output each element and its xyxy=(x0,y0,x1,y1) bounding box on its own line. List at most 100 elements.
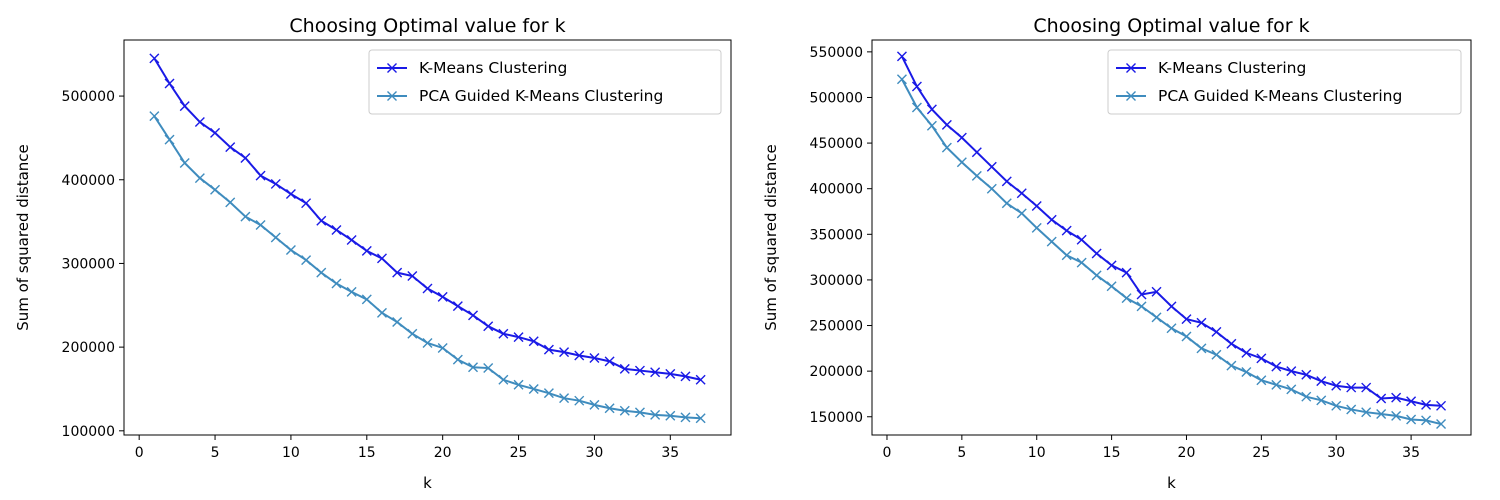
data-point-marker xyxy=(407,328,418,339)
data-point-marker xyxy=(1331,400,1342,411)
data-point-marker xyxy=(1286,366,1297,377)
series-line-pca-kmeans xyxy=(153,115,701,420)
data-point-marker xyxy=(255,219,266,230)
x-tick-label: 5 xyxy=(957,445,966,461)
data-point-marker xyxy=(1271,379,1282,390)
data-point-marker xyxy=(1196,317,1207,328)
data-point-marker xyxy=(392,267,403,278)
data-point-marker xyxy=(956,157,967,168)
data-point-marker xyxy=(1001,176,1012,187)
data-point-marker xyxy=(1406,396,1417,407)
legend-entry-label: K-Means Clustering xyxy=(419,59,567,77)
y-axis-label: Sum of squared distance xyxy=(762,144,780,331)
data-point-marker xyxy=(941,142,952,153)
legend-marker-swatch xyxy=(1126,63,1136,73)
chart-right: Choosing Optimal value for k 0 5 10 15 20 25 30… xyxy=(762,15,1472,492)
y-tick-label: 400000 xyxy=(810,182,863,198)
data-point-marker xyxy=(634,365,645,376)
data-point-marker xyxy=(346,235,357,246)
data-point-marker xyxy=(986,183,997,194)
data-point-marker xyxy=(1331,380,1342,391)
data-point-marker xyxy=(589,399,600,410)
data-point-marker xyxy=(1226,338,1237,349)
data-point-marker xyxy=(695,374,706,385)
data-point-marker xyxy=(1241,367,1252,378)
y-tick-label: 100000 xyxy=(62,424,115,440)
data-point-marker xyxy=(1166,323,1177,334)
data-point-marker xyxy=(941,119,952,130)
data-point-marker xyxy=(1376,409,1387,420)
data-point-marker xyxy=(240,211,251,222)
data-point-marker xyxy=(604,356,615,367)
data-point-marker xyxy=(956,132,967,143)
x-tick-label: 30 xyxy=(586,445,604,461)
data-point-marker xyxy=(634,407,645,418)
data-point-marker xyxy=(1256,375,1267,386)
data-point-marker xyxy=(971,147,982,158)
data-point-marker xyxy=(1301,391,1312,402)
data-point-marker xyxy=(543,344,554,355)
data-point-marker xyxy=(1271,361,1282,372)
y-axis-label: Sum of squared distance xyxy=(14,144,32,331)
data-point-marker xyxy=(1196,343,1207,354)
data-point-marker xyxy=(926,104,937,115)
data-point-marker xyxy=(1346,404,1357,415)
data-point-marker xyxy=(543,388,554,399)
data-point-marker xyxy=(1046,214,1057,225)
data-point-marker xyxy=(1211,326,1222,337)
series-line-pca-kmeans xyxy=(901,78,1442,426)
data-point-marker xyxy=(1106,281,1117,292)
data-point-marker xyxy=(1046,236,1057,247)
data-point-marker xyxy=(437,342,448,353)
x-tick-label: 10 xyxy=(282,445,300,461)
y-tick-label: 300000 xyxy=(62,256,115,272)
data-point-marker xyxy=(179,101,190,112)
data-point-marker xyxy=(986,161,997,172)
data-point-marker xyxy=(1106,260,1117,271)
data-point-marker xyxy=(194,173,205,184)
data-point-marker xyxy=(270,178,281,189)
data-point-marker xyxy=(1121,267,1132,278)
data-point-marker xyxy=(574,350,585,361)
plot-frame xyxy=(871,39,1472,436)
data-point-marker xyxy=(210,184,221,195)
data-point-marker xyxy=(1031,222,1042,233)
data-point-marker xyxy=(1091,270,1102,281)
y-tick-label: 250000 xyxy=(810,319,863,335)
chart-title: Choosing Optimal value for k xyxy=(289,15,565,37)
data-point-marker xyxy=(361,245,372,256)
x-axis-label: k xyxy=(1167,474,1176,492)
plot-frame xyxy=(123,39,732,436)
data-point-marker xyxy=(665,410,676,421)
data-point-marker xyxy=(376,307,387,318)
data-point-marker xyxy=(559,393,570,404)
data-point-marker xyxy=(1391,392,1402,403)
data-point-marker xyxy=(1061,225,1072,236)
data-point-marker xyxy=(1316,395,1327,406)
data-point-marker xyxy=(665,368,676,379)
data-point-marker xyxy=(1436,419,1447,430)
data-point-marker xyxy=(225,197,236,208)
data-point-marker xyxy=(528,383,539,394)
data-point-marker xyxy=(1016,188,1027,199)
data-point-marker xyxy=(422,283,433,294)
data-point-marker xyxy=(1121,293,1132,304)
data-point-marker xyxy=(589,353,600,364)
data-point-marker xyxy=(1151,312,1162,323)
data-point-marker xyxy=(331,278,342,289)
data-point-marker xyxy=(604,403,615,414)
data-point-marker xyxy=(1211,349,1222,360)
data-point-marker xyxy=(911,81,922,92)
data-point-marker xyxy=(240,153,251,163)
data-point-marker xyxy=(1316,376,1327,387)
y-tick-label: 300000 xyxy=(810,273,863,289)
data-point-marker xyxy=(225,142,236,153)
data-point-marker xyxy=(1016,208,1027,219)
data-point-marker xyxy=(270,232,281,243)
x-tick-label: 20 xyxy=(1178,445,1196,461)
data-point-marker xyxy=(1286,384,1297,395)
data-point-marker xyxy=(1361,382,1372,393)
data-point-marker xyxy=(392,317,403,328)
x-tick-label: 10 xyxy=(1028,445,1046,461)
data-point-marker xyxy=(1091,248,1102,259)
